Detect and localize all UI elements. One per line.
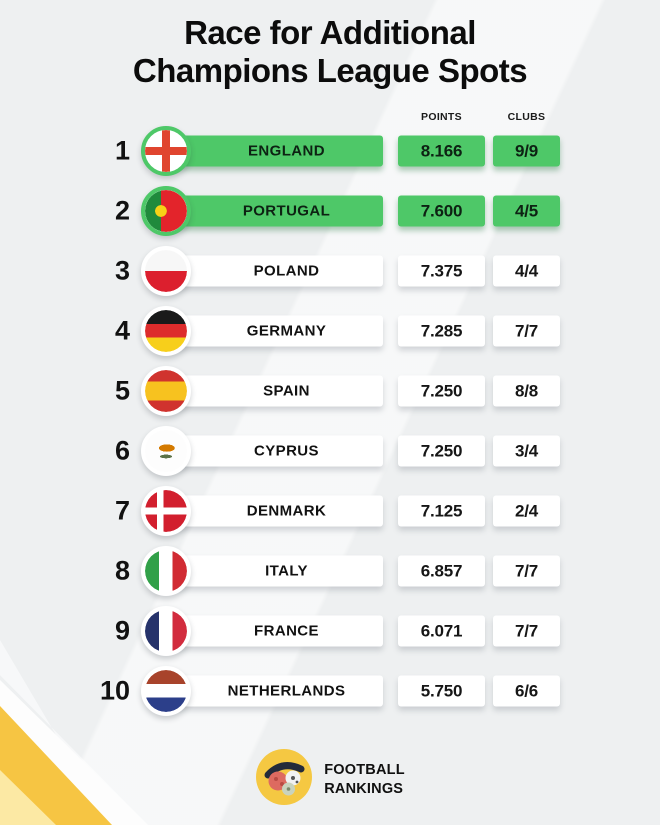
rank-number: 7 [114,495,130,526]
rank-number: 4 [114,315,130,346]
points-value: 7.250 [398,435,485,467]
country-name: POLAND [166,255,383,287]
table-row: 6 CYPRUS 7.250 3/4 [0,421,660,481]
brand-line2: RANKINGS [324,780,404,797]
flag-france-icon [141,606,191,656]
flag-spain-icon [141,366,191,416]
rank-number: 8 [114,555,130,586]
table-row: 8 ITALY 6.857 7/7 [0,541,660,601]
table-row: 7 DENMARK 7.125 2/4 [0,481,660,541]
footer-brand: FOOTBALL RANKINGS [0,748,660,811]
flag-cyprus-icon [141,426,191,476]
country-name: CYPRUS [166,435,383,467]
flag-italy-icon [141,546,191,596]
rank-number: 5 [114,375,130,406]
points-value: 8.166 [398,135,485,167]
flag-poland-icon [141,246,191,296]
flag-spain-image [145,370,187,412]
flag-england-icon [141,126,191,176]
clubs-value: 2/4 [493,495,560,527]
flag-italy-image [145,550,187,592]
clubs-value: 4/4 [493,255,560,287]
points-value: 6.071 [398,615,485,647]
points-column-header: POINTS [421,111,462,123]
clubs-value: 7/7 [493,315,560,347]
points-value: 7.250 [398,375,485,407]
country-name: NETHERLANDS [166,675,383,707]
clubs-value: 7/7 [493,615,560,647]
country-name: GERMANY [166,315,383,347]
rank-number: 3 [114,255,130,286]
table-row: 5 SPAIN 7.250 8/8 [0,361,660,421]
flag-germany-image [145,310,187,352]
rank-number: 2 [114,195,130,226]
flag-netherlands-image [145,670,187,712]
flag-portugal-icon [141,186,191,236]
flag-portugal-image [145,190,187,232]
page-title-line2: Champions League Spots [132,51,528,89]
points-value: 7.285 [398,315,485,347]
rank-number: 1 [114,135,130,166]
table-row: 3 POLAND 7.375 4/4 [0,241,660,301]
points-value: 7.600 [398,195,485,227]
points-value: 6.857 [398,555,485,587]
rank-number: 6 [114,435,130,466]
flag-poland-image [145,250,187,292]
clubs-value: 8/8 [493,375,560,407]
table-row: 1 ENGLAND 8.166 9/9 [0,121,660,181]
flag-netherlands-icon [141,666,191,716]
table-row: 9 FRANCE 6.071 7/7 [0,601,660,661]
table-row: 2 PORTUGAL 7.600 4/5 [0,181,660,241]
column-headers: POINTS CLUBS [0,111,660,125]
flag-denmark-icon [141,486,191,536]
clubs-value: 7/7 [493,555,560,587]
page-title: Race for Additional Champions League Spo… [0,14,660,89]
points-value: 7.375 [398,255,485,287]
table-row: 10 NETHERLANDS 5.750 6/6 [0,661,660,721]
brand-text: FOOTBALL RANKINGS [324,761,405,799]
clubs-value: 3/4 [493,435,560,467]
clubs-value: 6/6 [493,675,560,707]
ranking-rows: 1 ENGLAND 8.166 9/9 2 PORTUGAL 7.600 4/5 3 POLAND… [0,121,660,721]
flag-cyprus-image [145,430,187,472]
country-name: SPAIN [166,375,383,407]
flag-germany-icon [141,306,191,356]
rank-number: 9 [114,615,130,646]
points-value: 7.125 [398,495,485,527]
country-name: PORTUGAL [166,195,383,227]
country-name: DENMARK [166,495,383,527]
country-name: FRANCE [166,615,383,647]
flag-england-image [145,130,187,172]
flag-denmark-image [145,490,187,532]
clubs-value: 9/9 [493,135,560,167]
footballs-cluster-icon [255,748,313,811]
page-title-line1: Race for Additional [184,14,476,51]
flag-france-image [145,610,187,652]
clubs-value: 4/5 [493,195,560,227]
country-name: ITALY [166,555,383,587]
brand-line1: FOOTBALL [324,761,405,778]
table-row: 4 GERMANY 7.285 7/7 [0,301,660,361]
clubs-column-header: CLUBS [507,111,546,123]
rank-number: 10 [99,675,130,706]
country-name: ENGLAND [166,135,383,167]
points-value: 5.750 [398,675,485,707]
